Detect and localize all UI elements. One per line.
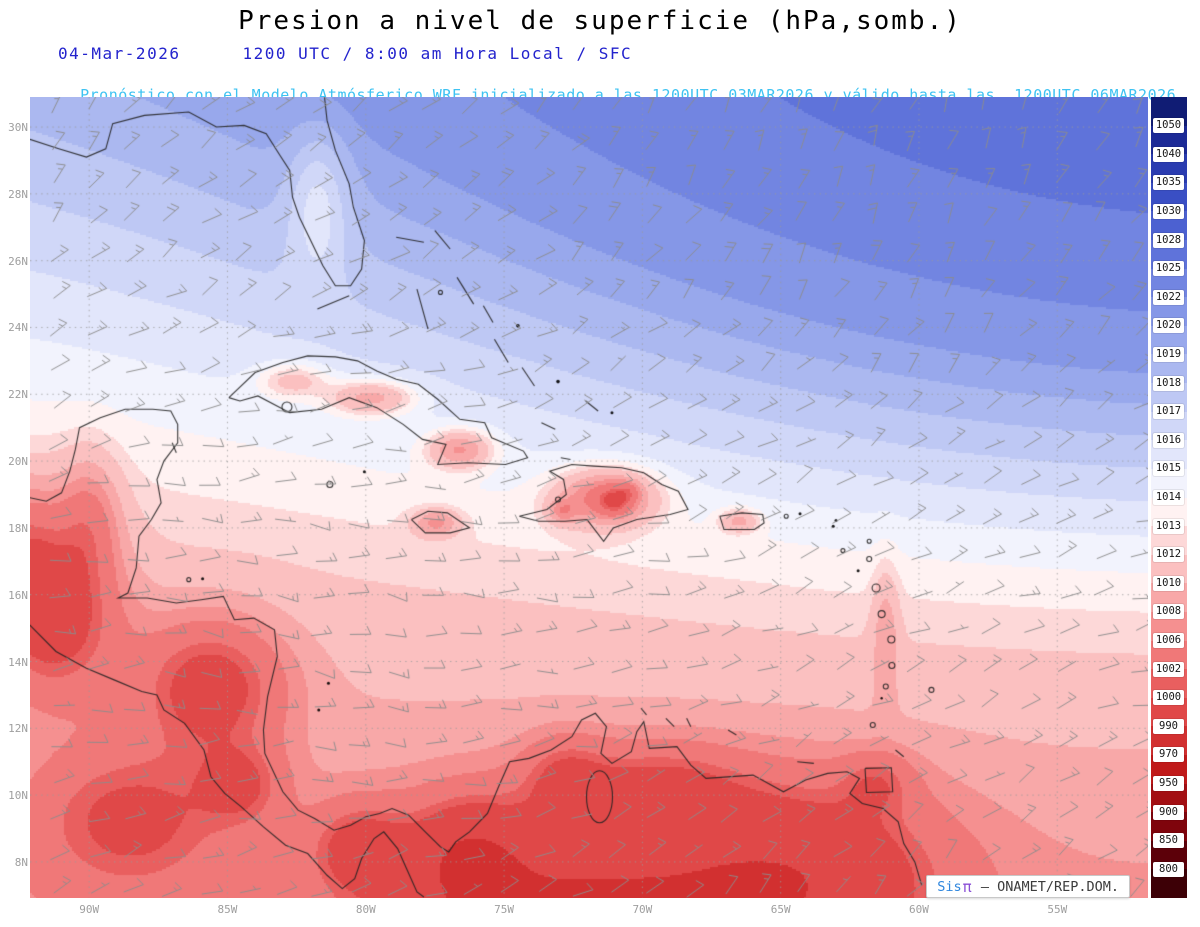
date-time-line: 04-Mar-2026 1200 UTC / 8:00 am Hora Loca… <box>58 44 632 63</box>
lon-tick-label: 75W <box>494 903 515 916</box>
colorbar-tick-label: 950 <box>1153 776 1184 792</box>
colorbar-tick-label: 1010 <box>1153 575 1184 591</box>
pi-icon: π <box>962 877 972 896</box>
forecast-date: 04-Mar-2026 <box>58 44 181 63</box>
colorbar-tick-label: 900 <box>1153 804 1184 820</box>
attribution-badge: Sis π – ONAMET/REP.DOM. <box>926 875 1130 898</box>
colorbar-tick-label: 1040 <box>1153 146 1184 162</box>
attribution-text: – ONAMET/REP.DOM. <box>972 878 1119 895</box>
colorbar-tick-label: 1035 <box>1153 175 1184 191</box>
lat-tick-label: 14N <box>8 655 28 669</box>
colorbar-tick-label: 1019 <box>1153 346 1184 362</box>
map-frame <box>30 97 1148 898</box>
colorbar-tick-label: 1013 <box>1153 518 1184 534</box>
lat-tick-label: 30N <box>8 121 28 135</box>
colorbar-tick-label: 1018 <box>1153 375 1184 391</box>
lon-tick-label: 60W <box>909 903 929 916</box>
lat-tick-label: 28N <box>8 187 28 201</box>
lat-tick-label: 8N <box>14 855 28 869</box>
pressure-map-canvas <box>30 97 1148 898</box>
colorbar-tick-label: 1017 <box>1153 404 1184 420</box>
lat-tick-label: 26N <box>8 254 28 268</box>
colorbar-tick-label: 1014 <box>1153 490 1184 505</box>
lat-tick-label: 22N <box>8 388 28 402</box>
colorbar-tick-label: 1000 <box>1153 690 1184 706</box>
lon-tick-label: 80W <box>355 903 376 916</box>
colorbar-tick-label: 1030 <box>1153 203 1184 219</box>
colorbar-tick-label: 970 <box>1153 747 1184 763</box>
colorbar-tick-label: 1050 <box>1153 118 1184 134</box>
page-title: Presion a nivel de superficie (hPa,somb.… <box>238 6 962 36</box>
colorbar-tick-label: 1020 <box>1153 318 1184 334</box>
colorbar-tick-label: 1015 <box>1153 461 1184 477</box>
colorbar-tick-label: 990 <box>1153 718 1184 734</box>
lat-tick-label: 24N <box>8 321 28 335</box>
colorbar-tick-label: 1028 <box>1153 232 1184 248</box>
lat-tick-label: 12N <box>8 722 28 736</box>
lat-tick-label: 18N <box>8 521 28 535</box>
pressure-colorbar: 1050 1040 1035 1030 1028 1025 1022 1020 1019 1018… <box>1151 97 1187 899</box>
colorbar-tick-label: 1006 <box>1153 633 1184 649</box>
colorbar-tick-label: 800 <box>1153 861 1184 877</box>
colorbar-tick-label: 1012 <box>1153 547 1184 563</box>
colorbar-tick-label: 1022 <box>1153 289 1184 305</box>
attribution-brand: Sis <box>937 878 962 895</box>
colorbar-tick-label: 1002 <box>1153 661 1184 677</box>
lat-tick-label: 20N <box>8 455 28 469</box>
lon-tick-label: 55W <box>1047 903 1068 916</box>
colorbar-tick-label: 1025 <box>1153 261 1184 277</box>
lon-tick-label: 70W <box>632 903 653 916</box>
forecast-time: 1200 UTC / 8:00 am Hora Local / SFC <box>242 44 633 63</box>
lat-tick-label: 10N <box>8 789 28 803</box>
colorbar-tick-label: 1016 <box>1153 432 1184 448</box>
lon-tick-label: 90W <box>79 903 100 916</box>
lon-tick-label: 65W <box>770 903 791 916</box>
colorbar-tick-label: 1008 <box>1153 604 1184 620</box>
lon-tick-label: 85W <box>217 903 238 916</box>
lat-tick-label: 16N <box>8 588 28 602</box>
colorbar-tick-label: 850 <box>1153 833 1184 849</box>
